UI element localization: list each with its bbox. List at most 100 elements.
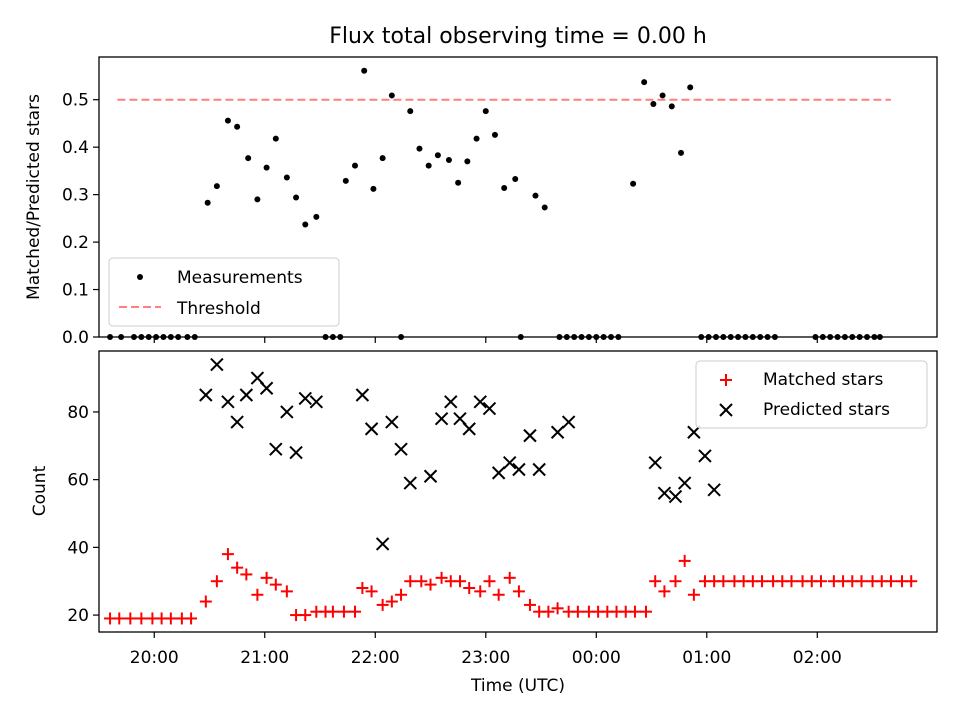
predicted-star-point [298,391,312,406]
predicted-star-point [657,486,672,500]
top-axes-frame [98,56,938,338]
predicted-star-point [259,381,274,395]
matched-star-point [640,605,653,618]
legend-marker-measurements [137,274,143,280]
top-y-tick-label: 0.3 [62,186,89,206]
top-y-tick-label: 0.4 [62,138,89,158]
matched-star-point [260,571,273,584]
measurement-point [668,103,675,110]
predicted-star-point [482,401,497,416]
predicted-star-point [550,425,565,439]
matched-star-point [628,605,641,618]
matched-star-point [269,578,282,591]
matched-star-point [135,612,148,625]
matched-star-point [649,575,662,588]
bottom-y-tick-label: 60 [67,471,89,491]
predicted-star-point [385,415,399,429]
measurement-point [313,213,320,220]
top-legend: Measurements Threshold [108,257,340,327]
predicted-star-point [221,395,235,409]
measurement-point [464,158,471,165]
matched-star-point [855,575,868,588]
bottom-y-tick-label: 20 [67,606,89,626]
measurement-point [379,155,386,162]
predicted-star-point [491,466,506,480]
measurement-point [388,92,395,99]
bottom-y-tick-label: 80 [67,403,89,423]
matched-star-point [669,575,682,588]
matched-star-point [113,612,126,625]
top-y-tick-label: 0.0 [62,328,89,348]
predicted-star-point [269,442,283,456]
matched-star-point [385,595,398,608]
measurement-point [650,100,657,107]
predicted-star-point [309,395,324,409]
measurement-point [541,204,548,211]
matched-star-point [785,575,798,588]
predicted-star-point [403,476,417,490]
top-title: Flux total observing time = 0.00 h [329,24,707,49]
measurement-point [532,192,539,199]
measurement-point [501,184,508,191]
measurement-point [272,135,279,142]
legend-marker-matched [720,374,732,386]
x-tick-label: 20:00 [130,648,179,668]
top-y-tick-label: 0.2 [62,233,89,253]
matched-star-point [356,581,369,594]
measurement-point [342,177,349,184]
measurement-point [224,117,231,124]
top-y-axis-label: Matched/Predicted stars [24,94,44,300]
matched-star-point [512,585,525,598]
matched-star-point [687,588,700,601]
matched-star-point [717,575,730,588]
measurement-point [213,183,220,190]
predicted-star-point [230,415,244,429]
predicted-star-point [210,357,224,372]
bottom-panel: Count Time (UTC) 20 40 60 80 20:00 21:00 22:00… [30,350,938,696]
x-tick-label: 22:00 [351,648,400,668]
x-tick-label: 02:00 [793,648,842,668]
matched-star-point [280,585,293,598]
matched-star-point [231,561,244,574]
measurement-point [641,79,648,86]
bottom-legend: Matched stars Predicted stars [695,360,928,429]
measurement-point [352,162,359,169]
predicted-star-point [561,415,576,429]
matched-star-point [678,554,691,567]
measurement-point [434,152,441,159]
predicted-star-point [462,422,476,436]
matched-star-point [415,575,428,588]
predicted-star-point [280,405,294,419]
bottom-y-tick-label: 40 [67,538,89,558]
predicted-star-point [532,462,546,477]
x-tick-label: 23:00 [461,648,510,668]
matched-star-point [164,612,177,625]
matched-star-point [542,605,555,618]
matched-star-point [124,612,137,625]
matched-star-point [453,575,466,588]
bottom-plot-area: 20 40 60 80 20:00 21:00 22:00 23:00 00:00 01:00 02… [67,357,918,668]
matched-star-point [503,571,516,584]
measurement-point [677,149,684,156]
matched-star-point [251,588,264,601]
measurement-point [245,155,252,162]
bottom-axes-frame [98,350,938,633]
predicted-star-point [355,388,370,402]
predicted-star-point [707,483,721,497]
measurement-point [630,180,637,187]
measurement-point [687,84,694,91]
x-tick-label: 01:00 [682,648,731,668]
matched-star-point [326,605,339,618]
predicted-star-point [289,445,303,460]
measurement-point [361,67,368,74]
measurement-point [491,131,498,138]
matched-star-point [474,585,487,598]
matched-star-point [365,585,378,598]
matched-star-point [349,605,362,618]
matched-star-point [404,575,417,588]
matched-star-point [483,575,496,588]
measurement-point [425,162,432,169]
measurement-point [263,164,270,171]
matched-star-point [658,585,671,598]
